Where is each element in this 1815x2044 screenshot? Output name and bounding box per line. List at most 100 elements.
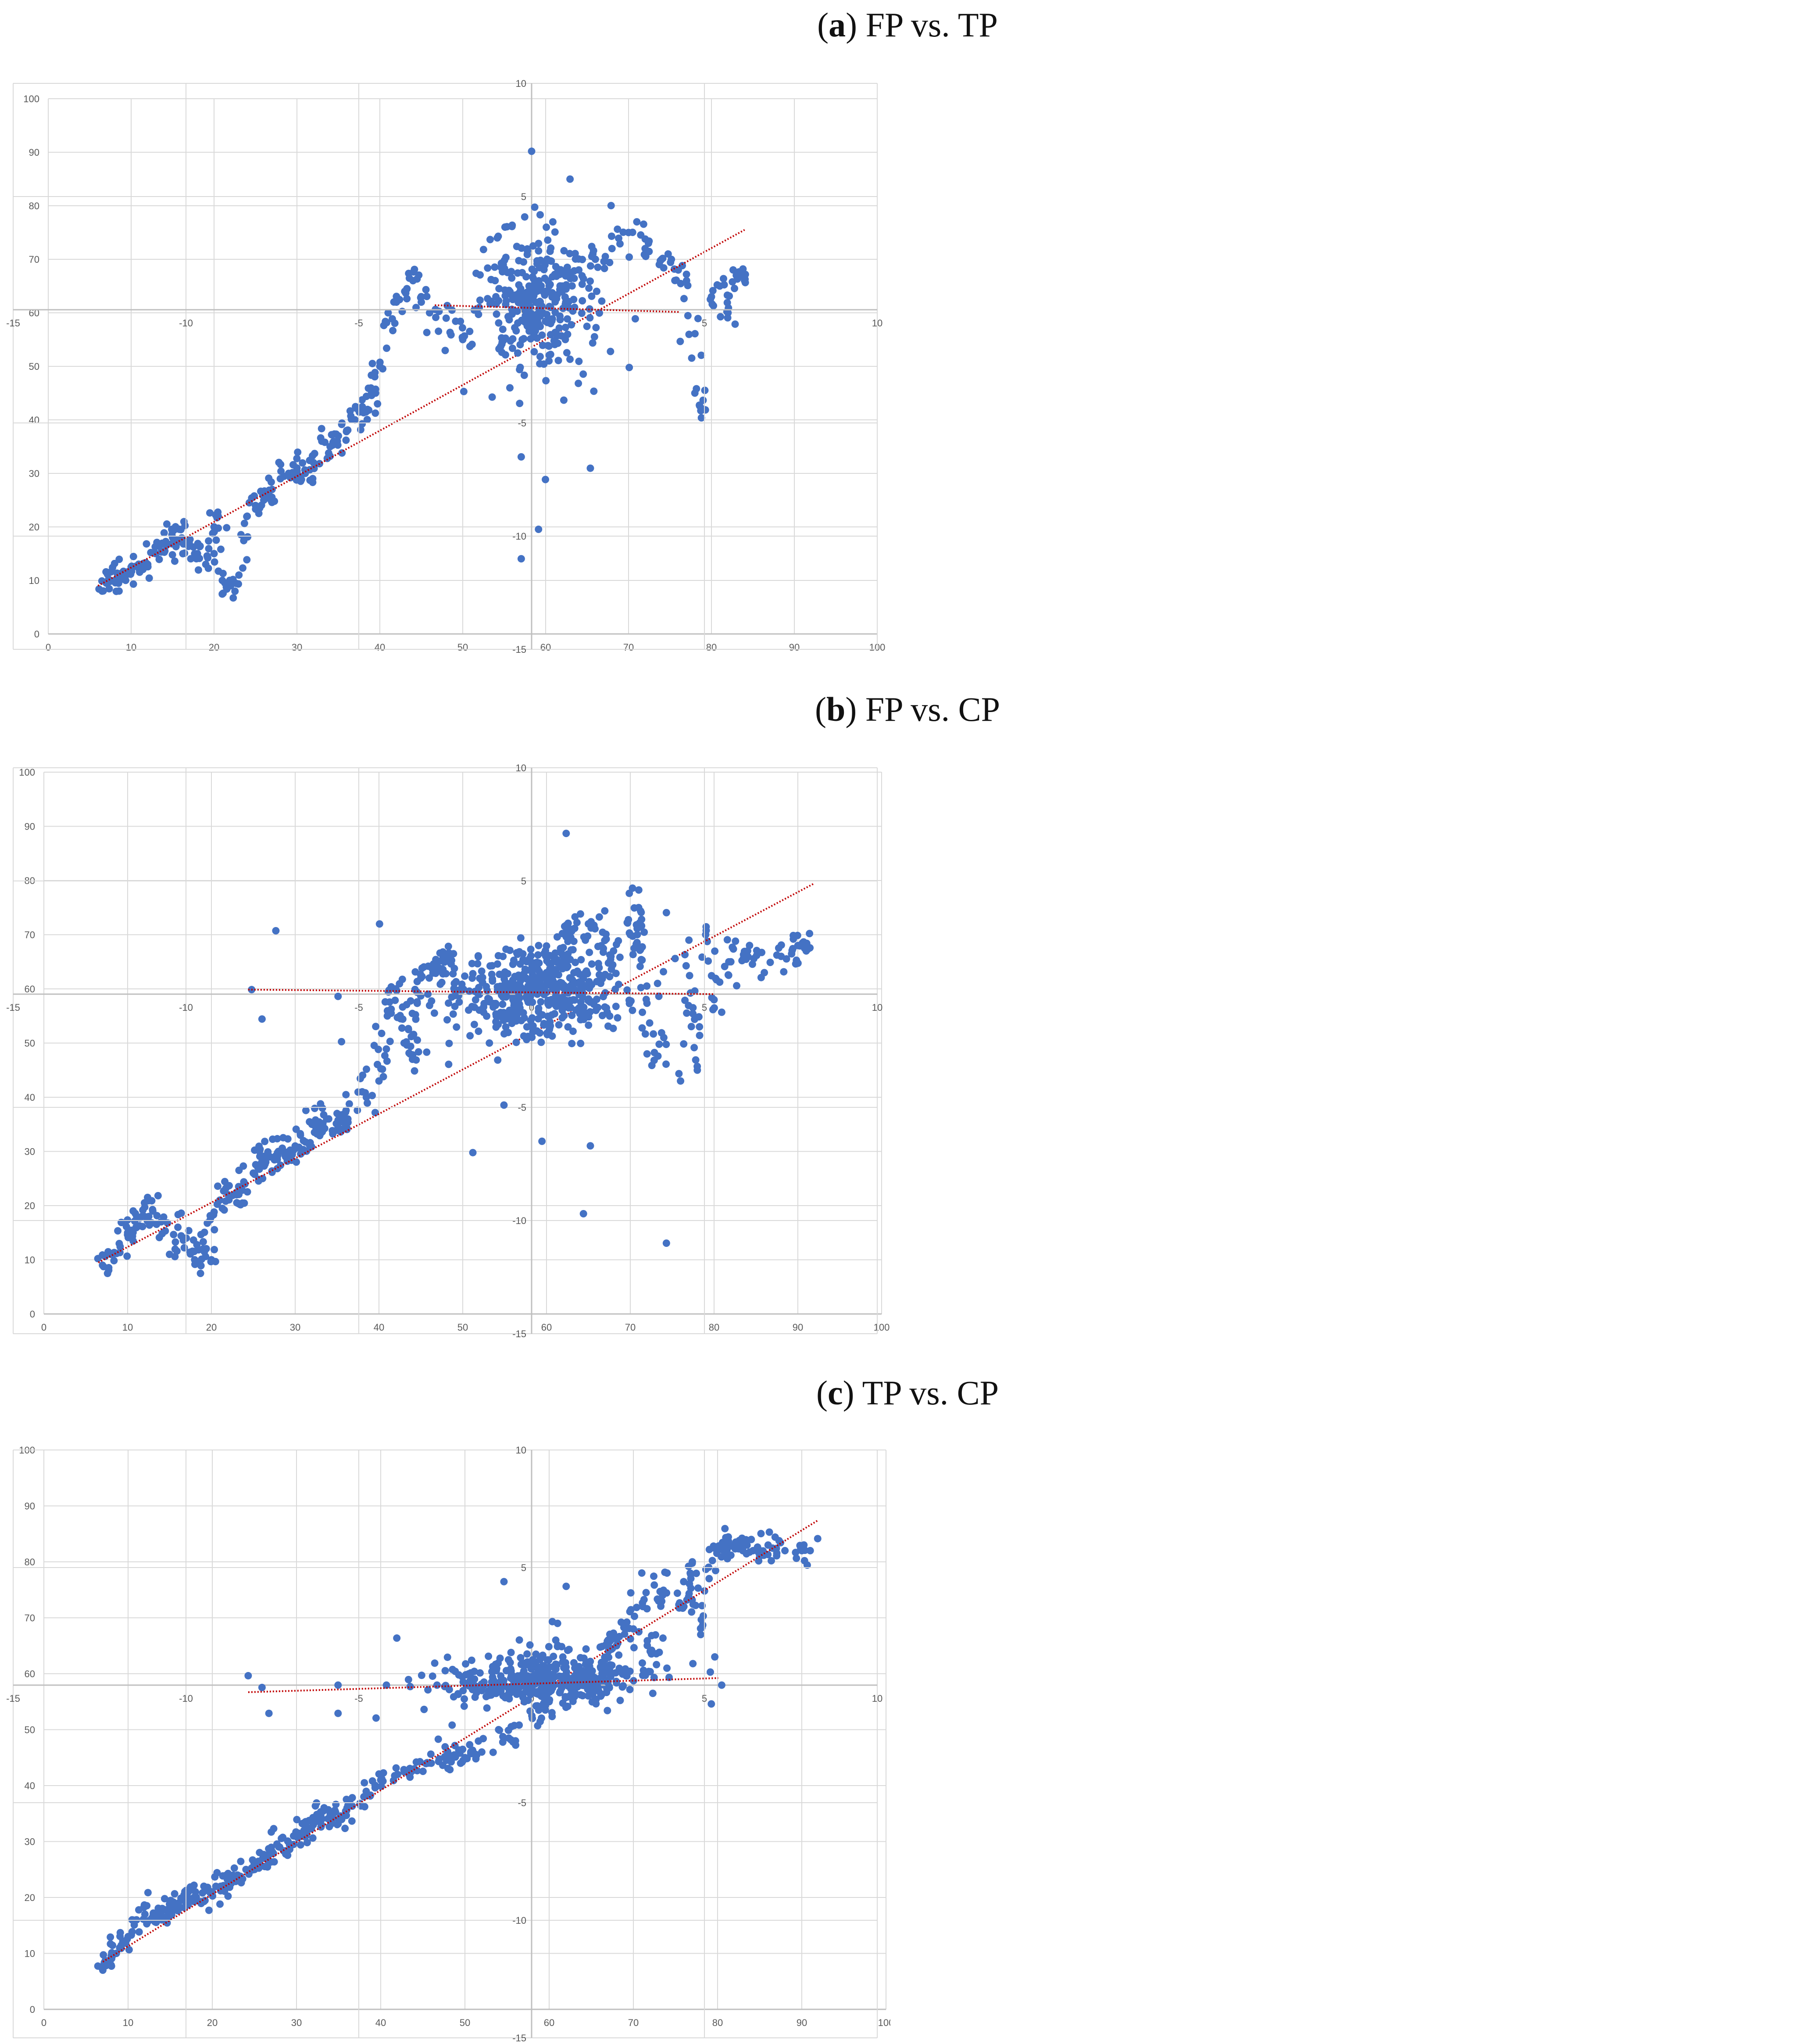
data-point <box>400 1039 408 1047</box>
data-point <box>293 1832 300 1840</box>
data-point <box>496 970 504 978</box>
data-point <box>163 520 171 528</box>
data-point <box>693 1066 701 1074</box>
data-point <box>722 1534 730 1542</box>
data-point <box>185 1227 193 1235</box>
data-point <box>475 1027 482 1035</box>
data-point <box>571 913 579 921</box>
x-tick-label: 5 <box>702 1693 707 1704</box>
data-point <box>113 1249 121 1257</box>
data-point <box>444 1754 452 1761</box>
y-tick-label: 5 <box>521 191 526 202</box>
data-point <box>343 426 350 434</box>
data-point <box>777 1539 785 1546</box>
data-point <box>581 1009 589 1017</box>
data-point <box>535 305 543 313</box>
data-point <box>516 363 524 371</box>
data-point <box>309 1821 317 1829</box>
data-point <box>622 1625 630 1632</box>
data-point <box>594 263 602 271</box>
data-point <box>474 960 482 968</box>
data-point <box>461 972 469 980</box>
data-point <box>681 951 689 959</box>
x-tick-label: 50 <box>457 1322 468 1333</box>
data-point <box>688 354 696 362</box>
data-point <box>534 951 542 959</box>
data-point <box>276 1843 284 1851</box>
data-point <box>572 959 579 967</box>
data-point <box>521 213 529 221</box>
y-tick-label: -10 <box>512 1215 526 1226</box>
x-tick-label: 90 <box>797 2017 807 2028</box>
data-point <box>685 1002 693 1009</box>
data-point <box>110 1256 118 1264</box>
data-point <box>502 297 510 305</box>
y-tick-label: 60 <box>25 1668 35 1679</box>
data-point <box>383 1012 391 1020</box>
data-point <box>168 526 176 533</box>
data-point <box>646 1019 654 1027</box>
data-point <box>764 1541 772 1549</box>
data-point <box>500 1101 508 1109</box>
data-point <box>602 930 610 938</box>
data-point <box>214 1182 222 1190</box>
data-point <box>660 968 668 976</box>
data-point <box>640 928 648 936</box>
data-point <box>494 952 502 959</box>
data-point <box>531 203 539 211</box>
x-tick-label: 80 <box>709 1322 719 1333</box>
data-point <box>468 959 476 967</box>
data-point <box>704 957 712 965</box>
data-point <box>564 1023 572 1031</box>
data-point <box>676 337 684 345</box>
data-point <box>411 1011 419 1019</box>
data-point <box>487 276 495 283</box>
tick-labels: -15 -10 -5 0 5 10 -15 -10 -5 0 5 10 <box>6 1446 882 2044</box>
data-point <box>682 270 690 278</box>
x-tick-label: -5 <box>354 318 363 329</box>
data-point <box>690 1044 698 1052</box>
data-point <box>598 1643 606 1650</box>
data-point <box>509 984 517 992</box>
data-point <box>532 1650 540 1658</box>
data-point <box>529 971 536 979</box>
data-point <box>243 556 251 564</box>
data-point <box>396 1012 404 1020</box>
data-point <box>540 1695 548 1703</box>
data-point <box>650 1049 658 1056</box>
data-point <box>627 1606 635 1614</box>
x-tick-label: 10 <box>872 1002 882 1013</box>
data-point <box>383 1007 391 1015</box>
data-point <box>306 1141 314 1149</box>
data-point <box>370 1042 378 1049</box>
data-point <box>540 986 548 994</box>
data-point <box>345 1100 353 1108</box>
data-point <box>597 1658 605 1666</box>
data-point <box>563 263 571 271</box>
data-point <box>358 420 366 428</box>
data-point <box>144 1196 152 1203</box>
data-point <box>615 1632 623 1640</box>
section-title-a: (a) FP vs. TP <box>817 6 998 44</box>
data-point <box>341 1824 349 1832</box>
data-point <box>494 1020 502 1028</box>
data-point <box>460 1702 468 1710</box>
data-point <box>626 1686 634 1693</box>
data-point <box>451 1002 459 1010</box>
data-point <box>430 1009 438 1017</box>
data-point <box>579 972 586 980</box>
data-point <box>464 1006 472 1014</box>
data-point <box>540 360 548 368</box>
data-point <box>564 1676 572 1684</box>
data-point <box>739 1547 747 1554</box>
data-point <box>371 1781 379 1789</box>
data-point <box>212 536 220 544</box>
data-point <box>592 1006 600 1014</box>
data-point <box>140 1213 148 1221</box>
data-point <box>586 464 594 472</box>
data-point <box>383 1057 391 1065</box>
data-point <box>595 1687 603 1695</box>
data-point <box>291 1142 299 1150</box>
data-point <box>635 886 643 894</box>
data-point <box>725 971 732 979</box>
